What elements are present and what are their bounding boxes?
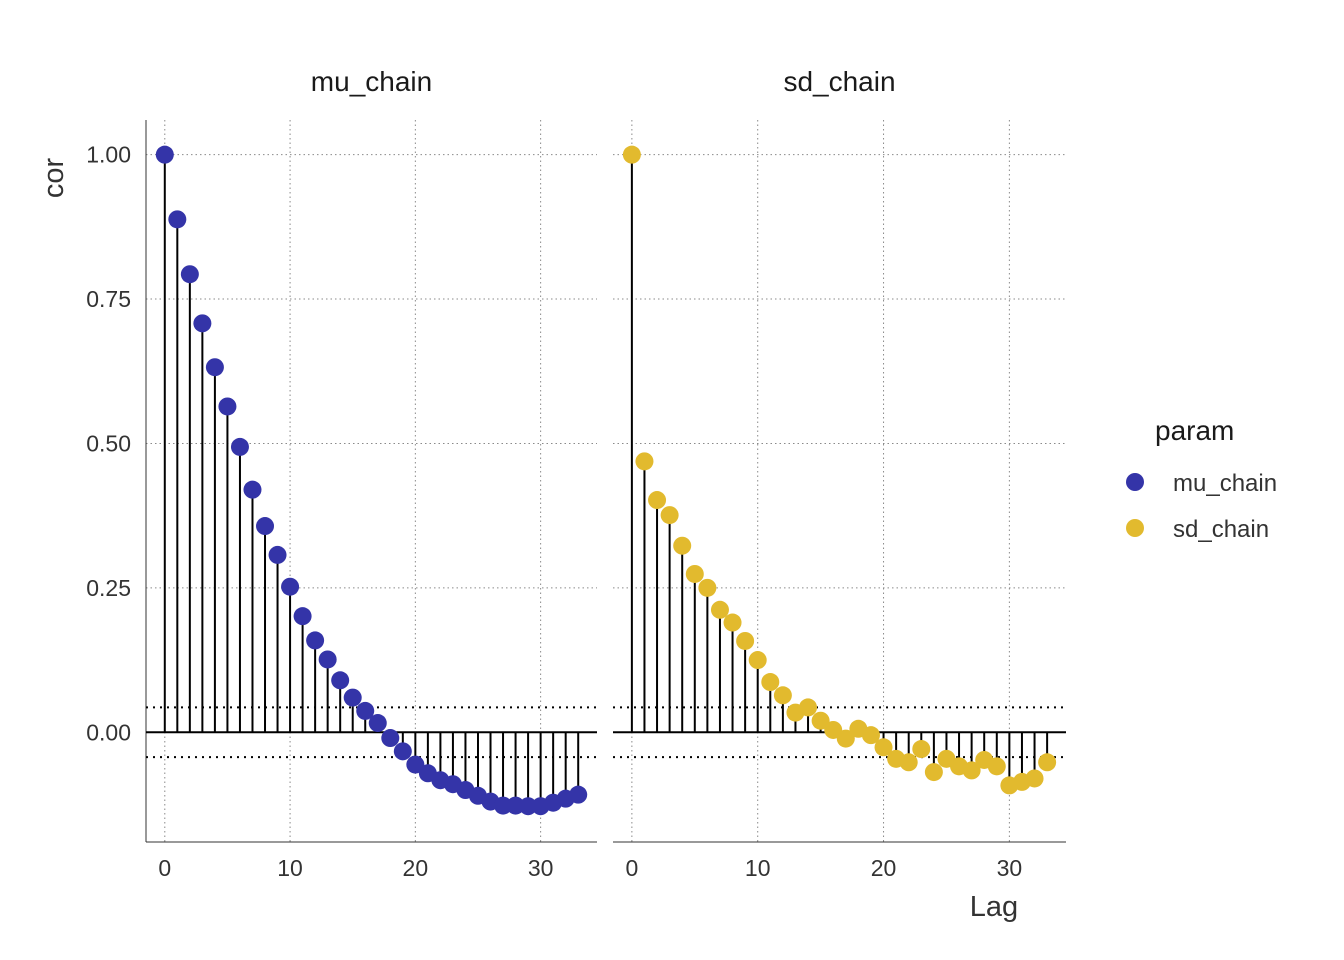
acf-point xyxy=(1025,769,1044,788)
acf-point xyxy=(761,673,780,692)
acf-point xyxy=(494,796,513,815)
y-tick-label: 0.00 xyxy=(86,719,131,745)
acf-point xyxy=(899,753,918,772)
x-tick-label: 10 xyxy=(277,855,303,881)
legend-title: param xyxy=(1155,415,1234,446)
acf-point xyxy=(268,545,287,564)
acf-point xyxy=(318,650,337,669)
legend-key-sd_chain xyxy=(1126,519,1144,537)
legend-label-mu_chain: mu_chain xyxy=(1173,470,1277,497)
y-tick-label: 0.25 xyxy=(86,575,131,601)
acf-point xyxy=(281,577,300,596)
x-tick-label: 30 xyxy=(997,855,1023,881)
acf-point xyxy=(836,729,855,748)
acf-point xyxy=(155,145,174,164)
acf-point xyxy=(381,729,400,748)
acf-point xyxy=(773,686,792,705)
acf-point xyxy=(660,506,679,525)
acf-point xyxy=(987,757,1006,776)
acf-point xyxy=(393,742,412,761)
panel-title-sd_chain: sd_chain xyxy=(783,66,895,97)
x-tick-label: 10 xyxy=(745,855,771,881)
panel-sd_chain: sd_chain 0 10 20 30 xyxy=(613,66,1066,881)
acf-point xyxy=(824,720,843,739)
acf-point xyxy=(368,714,387,733)
acf-point xyxy=(193,314,212,333)
acf-point xyxy=(736,631,755,650)
panel-title-mu_chain: mu_chain xyxy=(311,66,432,97)
acf-point xyxy=(811,711,830,730)
acf-point xyxy=(912,740,931,759)
acf-point xyxy=(710,600,729,619)
acf-point xyxy=(861,726,880,745)
acf-point xyxy=(406,755,425,774)
acf-point xyxy=(243,480,262,499)
acf-point xyxy=(962,761,981,780)
x-tick-label: 20 xyxy=(871,855,897,881)
acf-point xyxy=(230,437,249,456)
y-tick-label: 0.50 xyxy=(86,430,131,456)
y-axis-title: cor xyxy=(38,158,70,199)
panel-mu_chain: mu_chain 0 10 20 30 0.00 0.25 0.50 0.75 1.00 xyxy=(86,66,597,881)
acf-point xyxy=(685,564,704,583)
legend: param mu_chain sd_chain xyxy=(1126,415,1277,543)
x-tick-label: 0 xyxy=(158,855,171,881)
acf-point xyxy=(799,698,818,717)
acf-point xyxy=(293,607,312,626)
y-tick-label: 1.00 xyxy=(86,142,131,168)
acf-point xyxy=(673,536,692,555)
acf-point xyxy=(1038,753,1057,772)
acf-point xyxy=(331,671,350,690)
acf-point xyxy=(622,145,641,164)
acf-point xyxy=(519,797,538,816)
acf-point xyxy=(218,397,237,416)
acf-point xyxy=(180,265,199,284)
acf-point xyxy=(306,631,325,650)
x-tick-label: 30 xyxy=(528,855,554,881)
acf-point xyxy=(874,738,893,757)
acf-point xyxy=(343,688,362,707)
acf-point xyxy=(635,452,654,471)
legend-label-sd_chain: sd_chain xyxy=(1173,516,1269,543)
acf-point xyxy=(168,210,187,229)
x-tick-label: 20 xyxy=(403,855,429,881)
acf-point xyxy=(723,613,742,632)
acf-point xyxy=(648,491,667,510)
acf-point xyxy=(356,701,375,720)
acf-point xyxy=(748,651,767,670)
x-tick-label: 0 xyxy=(625,855,638,881)
acf-point xyxy=(205,358,224,377)
acf-point xyxy=(698,578,717,597)
x-axis-title: Lag xyxy=(970,891,1018,923)
acf-point xyxy=(256,517,275,536)
legend-key-mu_chain xyxy=(1126,473,1144,491)
acf-point xyxy=(924,763,943,782)
y-tick-label: 0.75 xyxy=(86,286,131,312)
acf-point xyxy=(569,785,588,804)
